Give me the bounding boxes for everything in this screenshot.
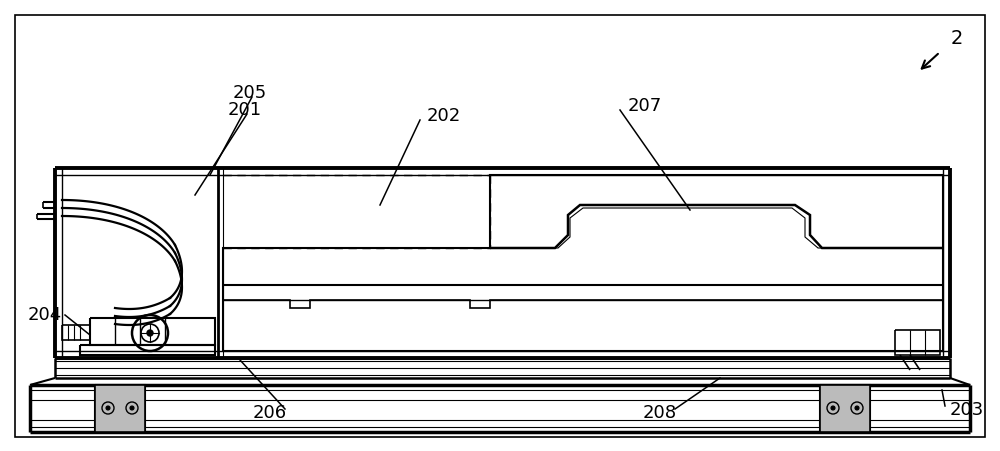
Text: 208: 208 xyxy=(643,404,677,422)
Circle shape xyxy=(831,406,835,410)
Text: 202: 202 xyxy=(427,107,461,125)
Bar xyxy=(820,385,870,432)
Text: 203: 203 xyxy=(950,401,984,419)
Polygon shape xyxy=(490,175,943,248)
Text: 201: 201 xyxy=(228,101,262,119)
Circle shape xyxy=(855,406,859,410)
Bar xyxy=(95,385,145,432)
Text: 205: 205 xyxy=(233,84,267,102)
Text: 204: 204 xyxy=(28,306,62,324)
Circle shape xyxy=(130,406,134,410)
Text: 206: 206 xyxy=(253,404,287,422)
Text: 2: 2 xyxy=(951,28,963,47)
Circle shape xyxy=(106,406,110,410)
Text: 207: 207 xyxy=(628,97,662,115)
Circle shape xyxy=(147,330,153,336)
